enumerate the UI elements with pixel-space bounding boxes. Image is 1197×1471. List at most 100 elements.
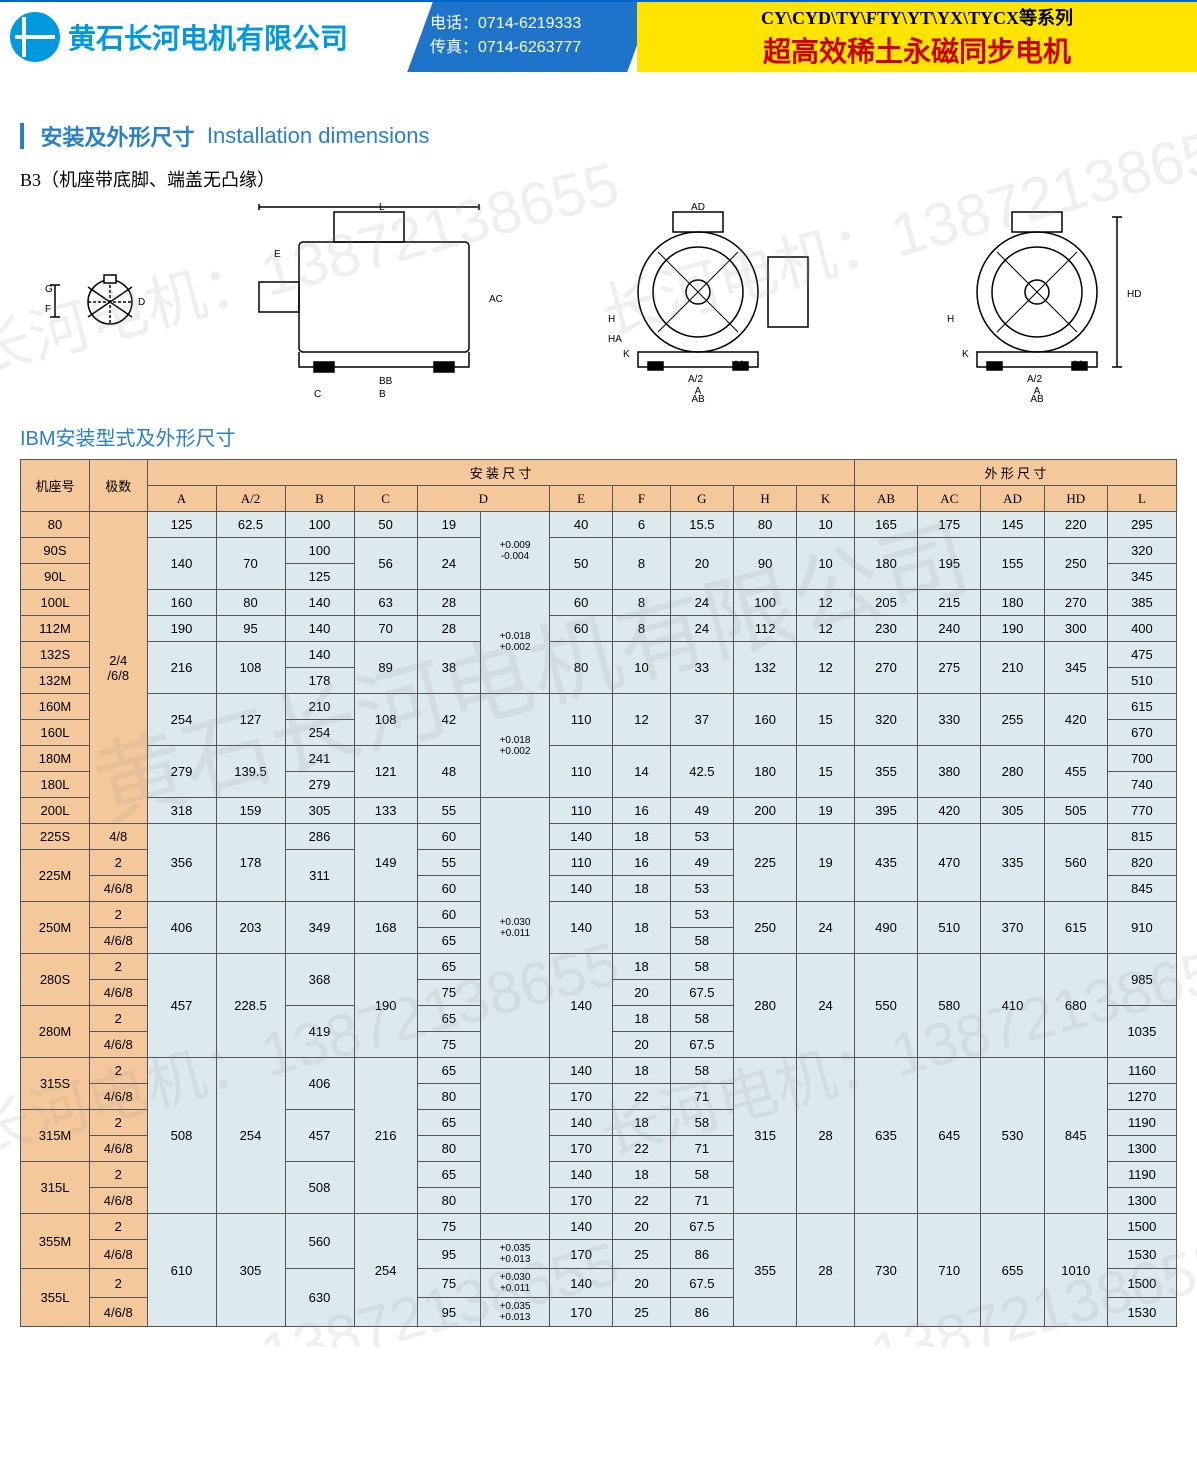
- table-cell: 610: [147, 1214, 216, 1327]
- table-cell: 12: [797, 590, 855, 616]
- table-cell: 58: [670, 1058, 733, 1084]
- table-cell: 140: [285, 616, 354, 642]
- table-cell: 67.5: [670, 1269, 733, 1298]
- table-cell: 270: [1044, 590, 1107, 616]
- table-cell: 48: [417, 746, 480, 798]
- contact-block: 电话：0714-6219333 传真：0714-6263777: [430, 12, 581, 60]
- table-cell: 4/6/8: [90, 1136, 148, 1162]
- table-cell: 15.5: [670, 512, 733, 538]
- table-cell: 12: [797, 616, 855, 642]
- table-row: 225S4/8356178286149601401853225194354703…: [21, 824, 1177, 850]
- table-cell: 145: [981, 512, 1044, 538]
- table-cell: 19: [797, 798, 855, 824]
- table-cell: 655: [981, 1214, 1044, 1327]
- th-AB: AB: [854, 486, 917, 512]
- table-cell: 490: [854, 902, 917, 954]
- table-cell: [481, 1058, 550, 1214]
- table-cell: 220: [1044, 512, 1107, 538]
- table-cell: 121: [354, 746, 417, 798]
- table-cell: 305: [285, 798, 354, 824]
- table-cell: 910: [1107, 902, 1176, 954]
- table-cell: 60: [417, 876, 480, 902]
- table-cell: 1010: [1044, 1214, 1107, 1327]
- table-cell: 820: [1107, 850, 1176, 876]
- table-cell: 20: [613, 980, 671, 1006]
- table-cell: 240: [918, 616, 981, 642]
- table-cell: +0.035+0.013: [481, 1298, 550, 1327]
- th-group-outline: 外 形 尺 寸: [854, 460, 1176, 486]
- table-cell: 210: [285, 694, 354, 720]
- table-cell: 100L: [21, 590, 90, 616]
- table-cell: 457: [147, 954, 216, 1058]
- table-cell: 280S: [21, 954, 90, 1006]
- table-cell: 455: [1044, 746, 1107, 798]
- table-cell: 10: [797, 512, 855, 538]
- dimension-table: 机座号 极数 安 装 尺 寸 外 形 尺 寸 A A/2 B C D E F G…: [20, 459, 1177, 1327]
- table-cell: 15: [797, 746, 855, 798]
- table-cell: 80: [734, 512, 797, 538]
- table-cell: 95: [216, 616, 285, 642]
- table-cell: 62.5: [216, 512, 285, 538]
- table-cell: 225: [734, 824, 797, 902]
- table-cell: 20: [613, 1032, 671, 1058]
- table-cell: 315: [734, 1058, 797, 1214]
- table-cell: 71: [670, 1188, 733, 1214]
- table-cell: 228.5: [216, 954, 285, 1058]
- table-cell: 395: [854, 798, 917, 824]
- table-cell: 25: [613, 1298, 671, 1327]
- table-cell: 65: [417, 1006, 480, 1032]
- table-cell: 67.5: [670, 1032, 733, 1058]
- table-cell: 845: [1107, 876, 1176, 902]
- table-cell: 70: [216, 538, 285, 590]
- table-cell: 457: [285, 1110, 354, 1162]
- table-cell: 2: [90, 902, 148, 928]
- product-series: CY\CYD\TY\FTY\YT\YX\TYCX等系列: [761, 4, 1073, 30]
- table-cell: 560: [285, 1214, 354, 1269]
- table-cell: 20: [613, 1214, 671, 1240]
- table-cell: 368: [285, 954, 354, 1006]
- table-row: 112M190951407028608241121223024019030040…: [21, 616, 1177, 642]
- product-name: 超高效稀土永磁同步电机: [763, 30, 1071, 70]
- table-cell: 80: [550, 642, 613, 694]
- table-cell: 56: [354, 538, 417, 590]
- table-cell: 4/6/8: [90, 1298, 148, 1327]
- th-B: B: [285, 486, 354, 512]
- table-cell: +0.030+0.011: [481, 1269, 550, 1298]
- section-heading: 安装及外形尺寸 Installation dimensions: [20, 120, 1177, 152]
- table-cell: 25: [613, 1240, 671, 1269]
- table-cell: +0.030+0.011: [481, 798, 550, 1058]
- table-cell: 71: [670, 1136, 733, 1162]
- table-cell: 230: [854, 616, 917, 642]
- svg-text:A/2: A/2: [1027, 374, 1042, 385]
- table-cell: 318: [147, 798, 216, 824]
- table-cell: 4/6/8: [90, 1240, 148, 1269]
- table-cell: 275: [918, 642, 981, 694]
- front-view-1-diagram-icon: AD H HA K A/2 A AB AA: [588, 202, 848, 402]
- table-cell: 180: [854, 538, 917, 590]
- svg-text:D: D: [138, 297, 145, 308]
- table-cell: 127: [216, 694, 285, 746]
- table-cell: 170: [550, 1188, 613, 1214]
- table-cell: 311: [285, 850, 354, 902]
- table-cell: 140: [550, 876, 613, 902]
- table-cell: 18: [613, 1058, 671, 1084]
- table-cell: 254: [354, 1214, 417, 1327]
- table-cell: 67.5: [670, 980, 733, 1006]
- table-cell: 15: [797, 694, 855, 746]
- table-cell: 985: [1107, 954, 1176, 1006]
- tel-number: 0714-6219333: [478, 15, 581, 32]
- table-cell: 250: [734, 902, 797, 954]
- table-cell: 170: [550, 1084, 613, 1110]
- table-cell: 680: [1044, 954, 1107, 1058]
- table-cell: 190: [147, 616, 216, 642]
- table-cell: 1300: [1107, 1188, 1176, 1214]
- th-G: G: [670, 486, 733, 512]
- svg-text:H: H: [608, 314, 615, 325]
- table-cell: 355M: [21, 1214, 90, 1269]
- table-cell: 95: [417, 1240, 480, 1269]
- table-cell: 170: [550, 1136, 613, 1162]
- table-cell: 28: [797, 1058, 855, 1214]
- table-cell: 12: [797, 642, 855, 694]
- table-cell: 160L: [21, 720, 90, 746]
- table-cell: 24: [797, 954, 855, 1058]
